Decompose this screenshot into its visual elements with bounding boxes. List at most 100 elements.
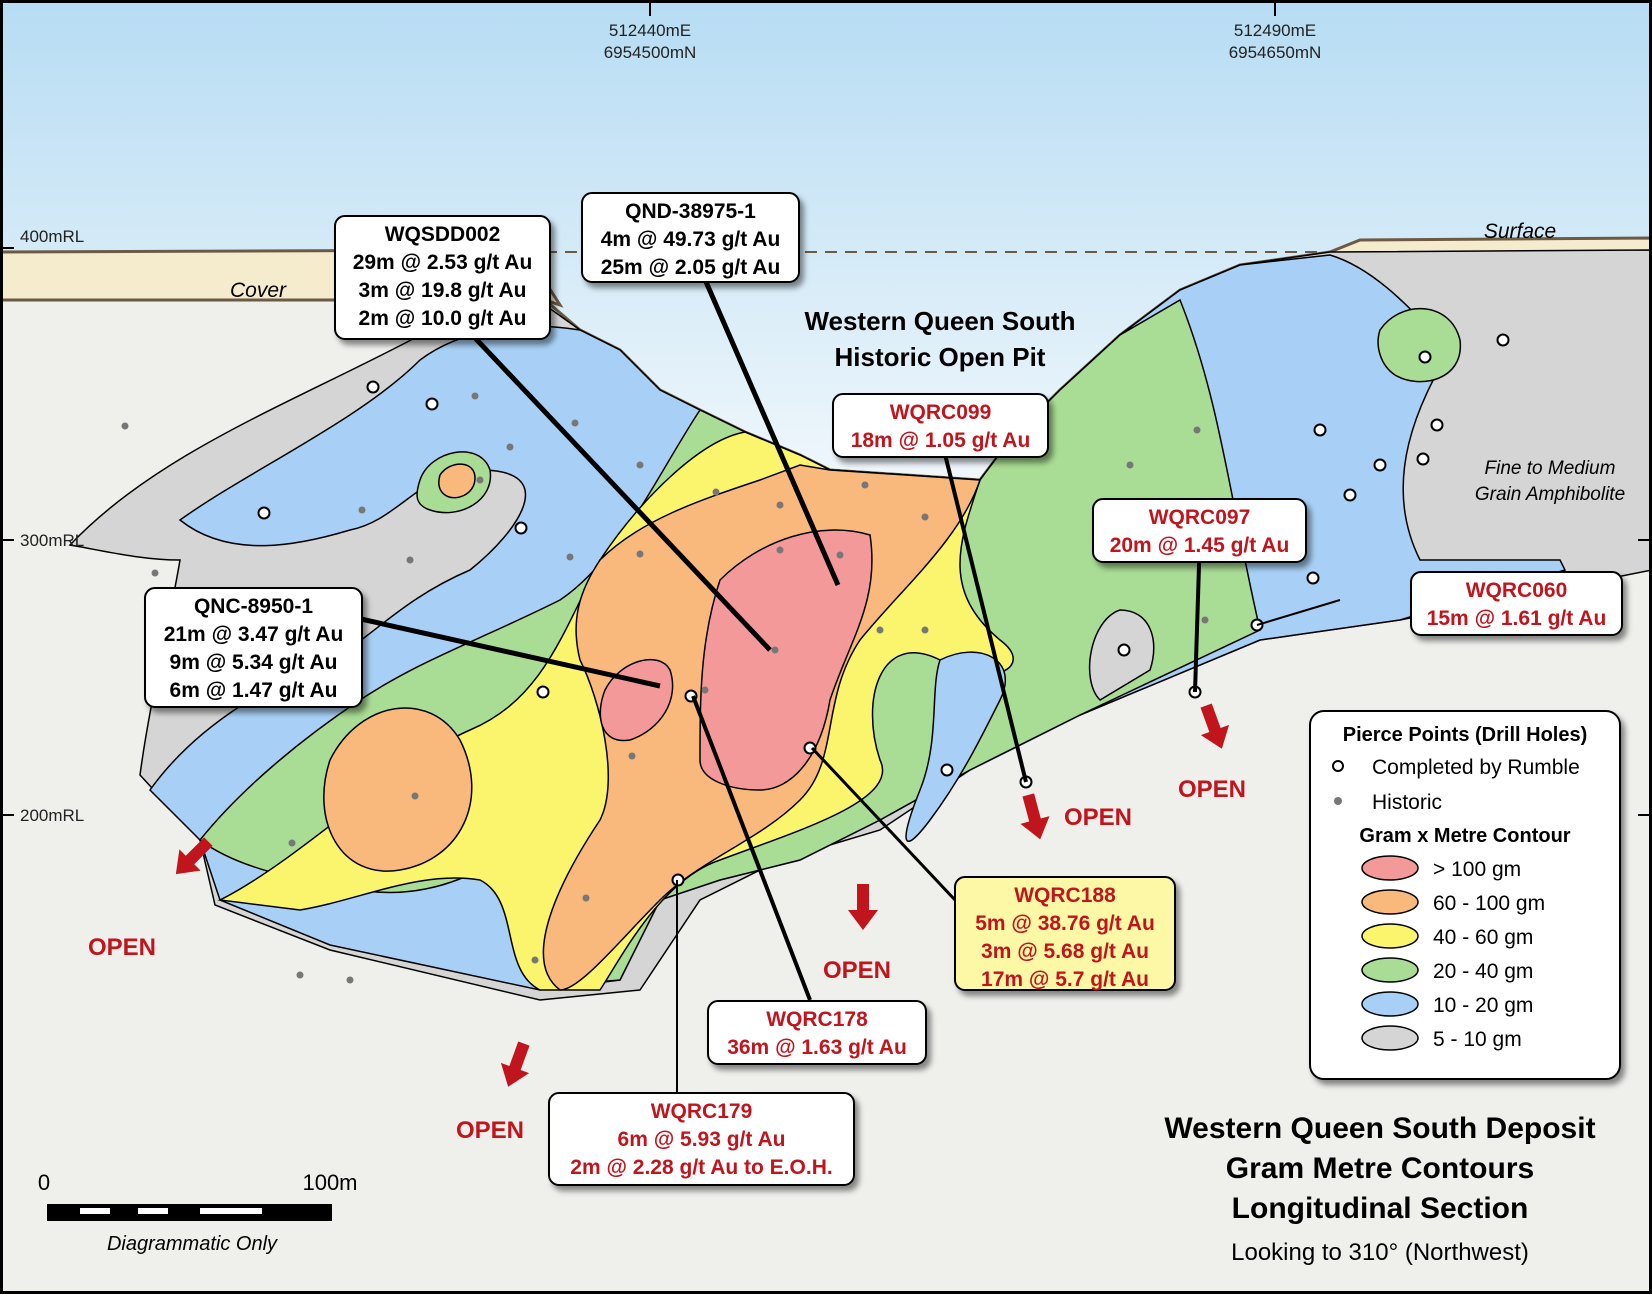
callout-intercept: 17m @ 5.7 g/t Au bbox=[981, 968, 1149, 991]
legend-contour-items: > 100 gm 60 - 100 gm 40 - 60 gm 20 - 40 gm 1… bbox=[1361, 855, 1545, 1051]
arrow-icon bbox=[1020, 793, 1050, 840]
contour-zones bbox=[68, 249, 1652, 1001]
historic-pierce-point bbox=[636, 461, 644, 469]
rumble-pierce-point bbox=[940, 763, 954, 777]
legend-completed: Completed by Rumble bbox=[1372, 756, 1580, 779]
surface-label: Surface bbox=[1484, 220, 1556, 243]
historic-pierce-point bbox=[628, 752, 636, 760]
historic-pierce-point bbox=[836, 551, 844, 559]
callout-wqrc099: WQRC099 18m @ 1.05 g/t Au bbox=[832, 393, 1049, 458]
rl-200: 200mRL bbox=[20, 806, 84, 825]
callout-title: QND-38975-1 bbox=[625, 200, 756, 223]
legend: Pierce Points (Drill Holes) Completed by… bbox=[1309, 710, 1621, 1080]
historic-pierce-point bbox=[571, 419, 579, 427]
arrow-icon bbox=[848, 884, 878, 930]
callout-intercept: 6m @ 1.47 g/t Au bbox=[170, 679, 338, 702]
callout-title: WQSDD002 bbox=[385, 223, 501, 246]
rumble-pierce-point bbox=[1306, 571, 1320, 585]
rock-label-line2: Grain Amphibolite bbox=[1475, 484, 1625, 505]
title-block: Western Queen South Deposit Gram Metre C… bbox=[1164, 1112, 1595, 1266]
leader-qnd38975 bbox=[697, 267, 841, 586]
rock-label-line1: Fine to Medium bbox=[1485, 458, 1616, 479]
legend-contour-label: 5 - 10 gm bbox=[1433, 1028, 1522, 1051]
rumble-pierce-point bbox=[536, 685, 550, 699]
legend-contour-label: 60 - 100 gm bbox=[1433, 892, 1545, 915]
leader-wqrc178 bbox=[691, 695, 812, 1001]
callout-title: WQRC188 bbox=[1014, 884, 1116, 907]
rumble-pierce-point bbox=[257, 506, 271, 520]
historic-pierce-point bbox=[701, 686, 709, 694]
rumble-pierce-point bbox=[1373, 458, 1387, 472]
title-line3: Longitudinal Section bbox=[1232, 1192, 1529, 1225]
historic-pierce-point bbox=[876, 626, 884, 634]
leader-wqrc060 bbox=[1256, 599, 1341, 626]
callout-intercept: 2m @ 2.28 g/t Au to E.O.H. bbox=[570, 1156, 832, 1179]
open-marker: OPEN bbox=[823, 884, 891, 984]
open-label: OPEN bbox=[456, 1117, 524, 1144]
historic-pierce-point bbox=[531, 956, 539, 964]
scale-zero: 0 bbox=[38, 1170, 50, 1195]
callout-intercept: 3m @ 5.68 g/t Au bbox=[981, 940, 1149, 963]
rumble-pierce-point bbox=[1496, 333, 1510, 347]
callout-wqsdd002: WQSDD002 29m @ 2.53 g/t Au 3m @ 19.8 g/t A… bbox=[334, 215, 551, 340]
callout-intercept: 15m @ 1.61 g/t Au bbox=[1427, 607, 1607, 630]
legend-swatch bbox=[1361, 889, 1419, 915]
rumble-pierce-point bbox=[425, 397, 439, 411]
historic-pierce-point bbox=[358, 506, 366, 514]
callout-qnd-38975-1: QND-38975-1 4m @ 49.73 g/t Au 25m @ 2.05 g… bbox=[581, 192, 800, 283]
historic-pierce-point bbox=[776, 546, 784, 554]
historic-pierce-point bbox=[411, 792, 419, 800]
historic-pierce-point bbox=[151, 569, 159, 577]
open-label: OPEN bbox=[88, 934, 156, 961]
callout-intercept: 6m @ 5.93 g/t Au bbox=[618, 1128, 786, 1151]
historic-pierce-point bbox=[771, 646, 779, 654]
leader-wqrc188 bbox=[810, 746, 957, 902]
scale-bar: 0 100m Diagrammatic Only bbox=[38, 1170, 358, 1255]
open-marker: OPEN bbox=[88, 837, 213, 961]
scale-end: 100m bbox=[302, 1170, 357, 1195]
historic-pierce-point bbox=[776, 501, 784, 509]
callout-box bbox=[144, 587, 363, 708]
leader-wqrc099 bbox=[938, 433, 1028, 783]
historic-pierce-point bbox=[471, 392, 479, 400]
callout-wqrc188: WQRC188 5m @ 38.76 g/t Au 3m @ 5.68 g/t Au… bbox=[954, 876, 1176, 991]
callout-box bbox=[548, 1092, 855, 1186]
legend-pierce-title: Pierce Points (Drill Holes) bbox=[1343, 724, 1588, 746]
title-line1: Western Queen South Deposit bbox=[1164, 1112, 1595, 1145]
rumble-pierce-point bbox=[1117, 643, 1131, 657]
completed-point-icon bbox=[1332, 760, 1344, 772]
contour-right-green bbox=[1377, 308, 1461, 383]
rumble-pierce-point bbox=[1418, 350, 1432, 364]
open-label: OPEN bbox=[823, 957, 891, 984]
contour-blue-fold bbox=[905, 651, 1007, 842]
callout-intercept: 2m @ 10.0 g/t Au bbox=[359, 307, 527, 330]
pit-label-line1: Western Queen South bbox=[804, 306, 1075, 336]
historic-pierce-point bbox=[476, 476, 484, 484]
callout-intercept: 21m @ 3.47 g/t Au bbox=[164, 623, 344, 646]
open-marker: OPEN bbox=[1178, 703, 1246, 803]
historic-pierce-point bbox=[288, 839, 296, 847]
rl-400: 400mRL bbox=[20, 227, 84, 246]
rumble-pierce-point bbox=[1343, 488, 1357, 502]
callout-box bbox=[707, 1000, 927, 1065]
historic-pierce-point bbox=[346, 976, 354, 984]
callout-wqrc179: WQRC179 6m @ 5.93 g/t Au 2m @ 2.28 g/t Au … bbox=[548, 1092, 855, 1186]
open-label: OPEN bbox=[1178, 776, 1246, 803]
callout-box bbox=[1410, 571, 1623, 636]
legend-swatch bbox=[1361, 991, 1419, 1017]
callout-title: WQRC178 bbox=[766, 1008, 868, 1031]
legend-box bbox=[1309, 710, 1621, 1080]
northing-label: 6954500mN bbox=[604, 43, 697, 62]
historic-pierce-point bbox=[406, 556, 414, 564]
arrow-icon bbox=[1200, 703, 1230, 749]
rl-300: 300mRL bbox=[20, 531, 84, 550]
callout-box bbox=[954, 876, 1176, 991]
callout-title: WQRC099 bbox=[890, 401, 992, 424]
cover-label: Cover bbox=[230, 279, 287, 302]
contour-small-peak-inner bbox=[438, 463, 476, 499]
legend-historic: Historic bbox=[1372, 791, 1442, 814]
callout-intercept: 20m @ 1.45 g/t Au bbox=[1110, 534, 1290, 557]
scale-bar-segment bbox=[138, 1208, 168, 1214]
legend-contour-label: 40 - 60 gm bbox=[1433, 926, 1533, 949]
